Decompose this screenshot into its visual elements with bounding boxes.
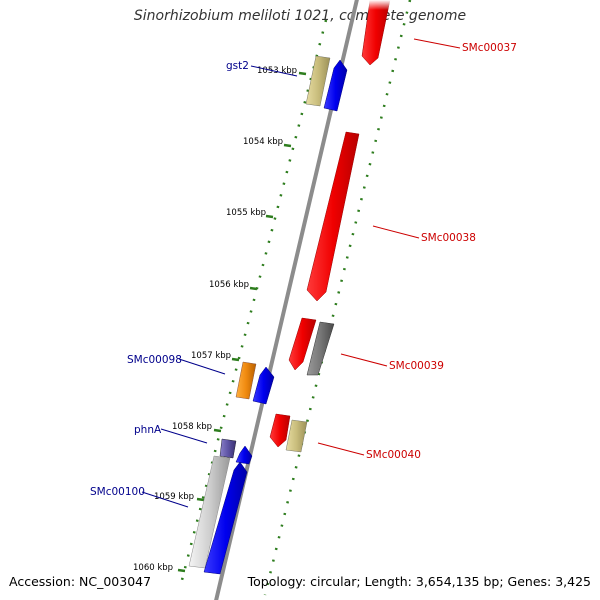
gene-SMc00040a[interactable] [269, 413, 291, 448]
gene-SMc00037[interactable] [361, 0, 391, 66]
reverse-genes [269, 0, 392, 453]
gene-gst2[interactable] [305, 55, 331, 107]
gene-SMc00039b[interactable] [306, 321, 335, 376]
gene-SMc00100b[interactable] [203, 461, 248, 575]
reverse-gene-labels: SMc00037 SMc00038 SMc00039 SMc00040 [317, 38, 517, 461]
label-SMc00098[interactable]: SMc00098 [127, 354, 182, 366]
label-SMc00039[interactable]: SMc00039 [389, 360, 444, 372]
gene-SMc00098a[interactable] [235, 361, 257, 400]
gene-phnA-b[interactable] [235, 445, 253, 465]
tick-label-1053: 1053 kbp [257, 66, 297, 76]
tick-mark-1054 [283, 143, 292, 148]
tick-track-left [180, 19, 328, 581]
gene-SMc00098b[interactable] [252, 366, 275, 405]
tick-label-1055: 1055 kbp [226, 208, 266, 218]
label-gst2[interactable]: gst2 [226, 60, 249, 72]
genome-summary-text: Topology: circular; Length: 3,654,135 bp… [247, 574, 591, 589]
tick-label-1059: 1059 kbp [154, 492, 194, 502]
gene-phnA-a[interactable] [219, 438, 237, 459]
label-SMc00040[interactable]: SMc00040 [366, 449, 421, 461]
tick-mark-1057 [231, 357, 240, 362]
forward-genes [188, 55, 348, 575]
accession-text: Accession: NC_003047 [9, 574, 152, 589]
tick-mark-1056 [249, 286, 258, 291]
label-SMc00038[interactable]: SMc00038 [421, 232, 476, 244]
forward-gene-labels: gst2 SMc00098 phnA SMc00100 [90, 60, 298, 508]
gene-SMc00039a[interactable] [288, 317, 317, 371]
tick-mark-1055 [265, 214, 274, 219]
tick-label-1054: 1054 kbp [243, 137, 283, 147]
tick-mark-1058 [213, 428, 222, 433]
tick-label-1056: 1056 kbp [209, 280, 249, 290]
tick-label-1060: 1060 kbp [133, 563, 173, 573]
tick-mark-1059 [196, 497, 205, 502]
tick-label-1058: 1058 kbp [172, 422, 212, 432]
tick-mark-1053 [298, 71, 307, 76]
gene-SMc00038[interactable] [306, 131, 360, 302]
label-SMc00037[interactable]: SMc00037 [462, 42, 517, 54]
gene-SMc00040b[interactable] [285, 419, 308, 453]
label-phnA[interactable]: phnA [134, 424, 162, 436]
tick-label-1057: 1057 kbp [191, 351, 231, 361]
tick-mark-1060 [177, 568, 186, 573]
gene-gst2-arrow[interactable] [323, 59, 348, 112]
label-SMc00100[interactable]: SMc00100 [90, 486, 145, 498]
kbp-ticks: 1053 kbp 1054 kbp 1055 kbp 1056 kbp 1057… [133, 66, 307, 573]
